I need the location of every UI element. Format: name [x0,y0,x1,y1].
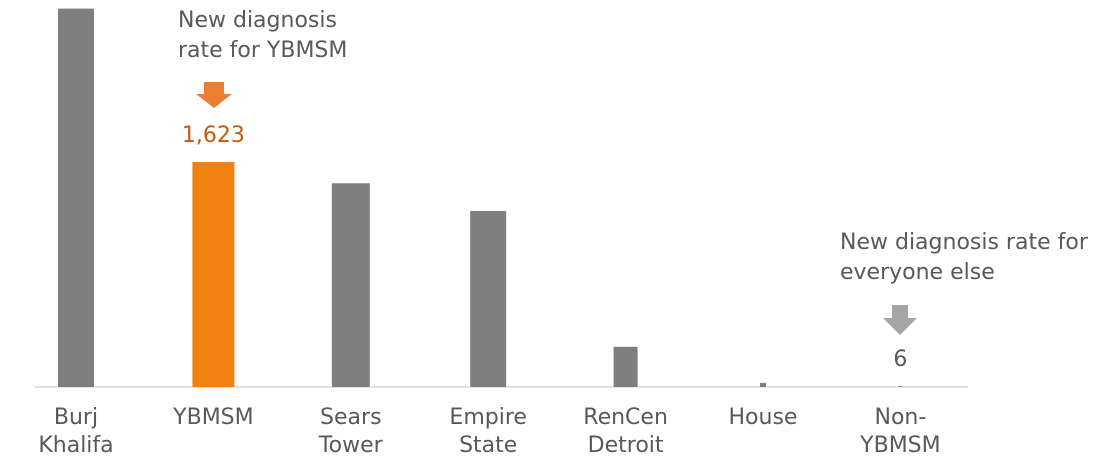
x-tick-label: Sears Tower [318,405,383,458]
value-label: 6 [893,347,907,372]
bar [760,382,766,387]
x-tick-label: Empire State [449,405,527,458]
x-tick-label: House [728,405,798,430]
bar [613,346,638,387]
arrow-ybmsm [196,82,232,108]
bar [470,210,507,387]
arrow-other [883,305,917,335]
x-tick-label: Burj Khalifa [38,405,114,458]
annotation: New diagnosis rate for everyone else [840,230,1088,285]
bar [192,162,235,387]
annotation: New diagnosis rate for YBMSM [178,8,348,63]
x-tick-label: YBMSM [173,405,254,430]
bar [898,386,903,387]
bar [331,183,370,387]
value-label: 1,623 [182,123,245,148]
bar [58,8,94,387]
x-tick-label: Non-YBMSM [860,405,941,458]
x-tick-label: RenCen Detroit [583,405,668,458]
